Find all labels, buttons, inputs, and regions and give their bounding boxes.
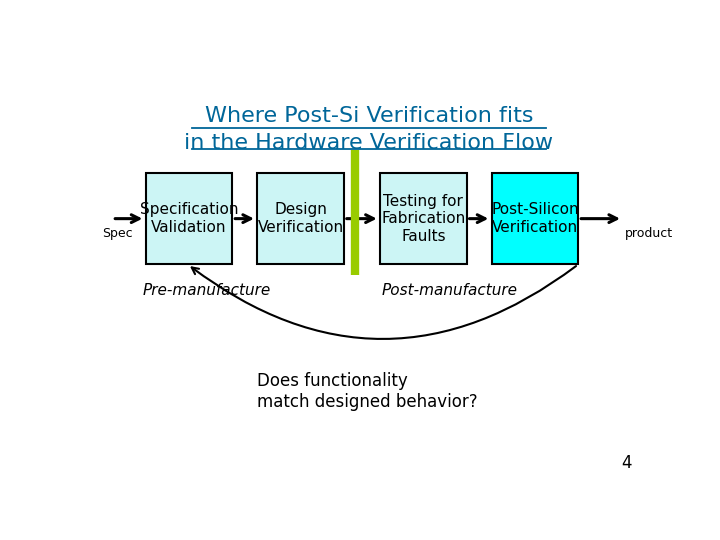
Text: 4: 4 (621, 454, 631, 472)
Text: Testing for
Fabrication
Faults: Testing for Fabrication Faults (382, 194, 466, 244)
FancyBboxPatch shape (258, 173, 344, 265)
Text: Does functionality
match designed behavior?: Does functionality match designed behavi… (258, 372, 478, 410)
Text: Post-Silicon
Verification: Post-Silicon Verification (491, 202, 579, 235)
Text: Spec: Spec (102, 227, 133, 240)
Text: Where Post-Si Verification fits
in the Hardware Verification Flow: Where Post-Si Verification fits in the H… (184, 106, 554, 153)
FancyBboxPatch shape (380, 173, 467, 265)
FancyBboxPatch shape (145, 173, 233, 265)
Text: Post-manufacture: Post-manufacture (382, 283, 518, 298)
Text: product: product (624, 227, 672, 240)
Text: Pre-manufacture: Pre-manufacture (143, 283, 271, 298)
Text: Design
Verification: Design Verification (258, 202, 343, 235)
FancyBboxPatch shape (492, 173, 578, 265)
Text: Specification
Validation: Specification Validation (140, 202, 238, 235)
